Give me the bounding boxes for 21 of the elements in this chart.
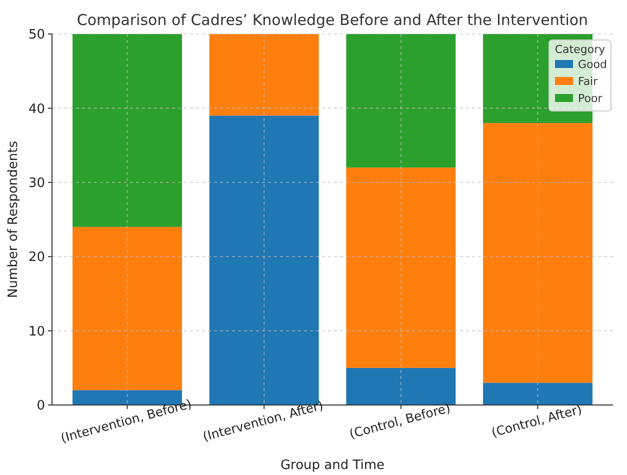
bar [346,34,456,168]
legend-title: Category [554,43,606,56]
legend-label: Poor [578,92,603,105]
bar [483,382,592,405]
y-tick-label: 40 [28,102,45,117]
y-tick-label: 20 [28,250,45,266]
legend-label: Fair [578,74,598,88]
y-tick-label: 10 [28,324,45,340]
bar [483,123,592,383]
y-tick-label: 50 [28,28,45,43]
bar [72,34,182,227]
bar [346,168,456,368]
y-tick-label: 30 [28,176,45,191]
chart-title: Comparison of Cadres’ Knowledge Before and After the Intervention [76,11,588,29]
y-axis-title: Number of Respondents [6,140,21,298]
bar [72,226,182,390]
x-axis-title: Group and Time [280,458,385,473]
bar [209,34,319,116]
y-tick-label: 0 [36,398,45,414]
bar [346,368,456,405]
legend-label: Good [578,58,607,71]
